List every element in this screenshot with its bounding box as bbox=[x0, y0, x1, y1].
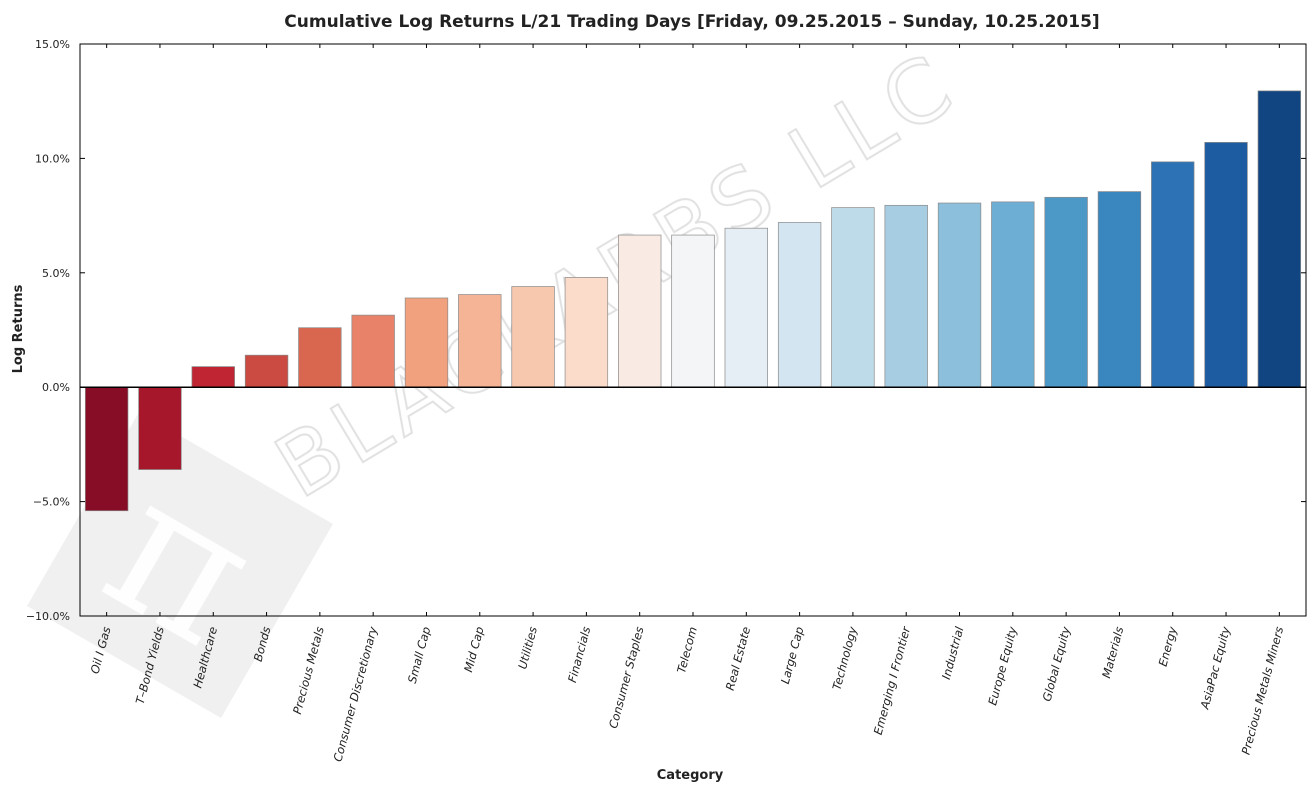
y-tick-label: 0.0% bbox=[42, 381, 70, 394]
x-tick-label: Financials bbox=[565, 625, 593, 684]
x-tick-label: Materials bbox=[1099, 625, 1126, 680]
x-tick-label: Global Equity bbox=[1040, 625, 1073, 703]
x-tick-label: Europe Equity bbox=[985, 625, 1019, 707]
bar bbox=[1204, 142, 1248, 388]
x-tick-label: Large Cap bbox=[778, 625, 807, 685]
bar bbox=[404, 297, 449, 388]
x-tick-label: Energy bbox=[1156, 625, 1180, 668]
x-tick-label: Real Estate bbox=[723, 625, 753, 692]
x-tick-label: Technology bbox=[829, 625, 859, 692]
bar bbox=[724, 227, 768, 388]
x-tick-label: Consumer Staples bbox=[606, 625, 647, 730]
x-tick-label: Small Cap bbox=[405, 625, 434, 685]
x-tick-label: Emerging I Frontier bbox=[871, 624, 914, 736]
bar bbox=[937, 202, 982, 388]
bar bbox=[138, 386, 182, 470]
x-tick-label: Precious Metals Miners bbox=[1239, 625, 1287, 756]
bar bbox=[564, 277, 609, 388]
y-tick-label: 10.0% bbox=[35, 152, 70, 165]
plot-frame bbox=[79, 43, 1307, 617]
bar bbox=[351, 314, 395, 388]
bar bbox=[831, 207, 875, 388]
bar bbox=[618, 234, 662, 388]
bar bbox=[1257, 90, 1302, 388]
bar bbox=[1097, 191, 1142, 388]
x-axis-label: Category bbox=[657, 768, 724, 783]
x-tick-label: Telecom bbox=[674, 625, 700, 675]
x-tick-label: Utilities bbox=[515, 625, 540, 670]
bars-group bbox=[84, 90, 1302, 512]
bar bbox=[1044, 196, 1088, 388]
bar bbox=[191, 366, 235, 388]
y-ticks-group: 15.0% 10.0% 5.0% 0.0% −5.0% −10.0% bbox=[26, 38, 1306, 623]
chart-title: Cumulative Log Returns L/21 Trading Days… bbox=[284, 12, 1099, 32]
bar bbox=[298, 327, 342, 388]
y-axis-label: Log Returns bbox=[11, 284, 26, 373]
bar bbox=[1151, 161, 1195, 388]
y-tick-label: −5.0% bbox=[33, 496, 70, 509]
x-tick-label: AsiaPac Equity bbox=[1197, 625, 1233, 711]
bar bbox=[671, 234, 715, 388]
bar bbox=[511, 286, 555, 388]
x-tick-label: Precious Metals bbox=[290, 625, 327, 716]
x-tick-label: Consumer Discretionary bbox=[331, 625, 381, 763]
x-tick-label: Mid Cap bbox=[461, 625, 487, 673]
y-tick-label: 5.0% bbox=[42, 267, 70, 280]
y-tick-label: 15.0% bbox=[35, 38, 70, 51]
bar bbox=[244, 354, 289, 388]
y-tick-label: −10.0% bbox=[26, 610, 70, 623]
bar bbox=[991, 201, 1035, 388]
x-ticks-group: Oil I Gas T–Bond Yields Healthcare Bonds Pre… bbox=[88, 44, 1287, 763]
bar bbox=[777, 222, 822, 388]
x-tick-label: Industrial bbox=[939, 624, 967, 680]
bar bbox=[458, 294, 502, 388]
bar bbox=[84, 386, 129, 512]
bar bbox=[884, 204, 928, 388]
